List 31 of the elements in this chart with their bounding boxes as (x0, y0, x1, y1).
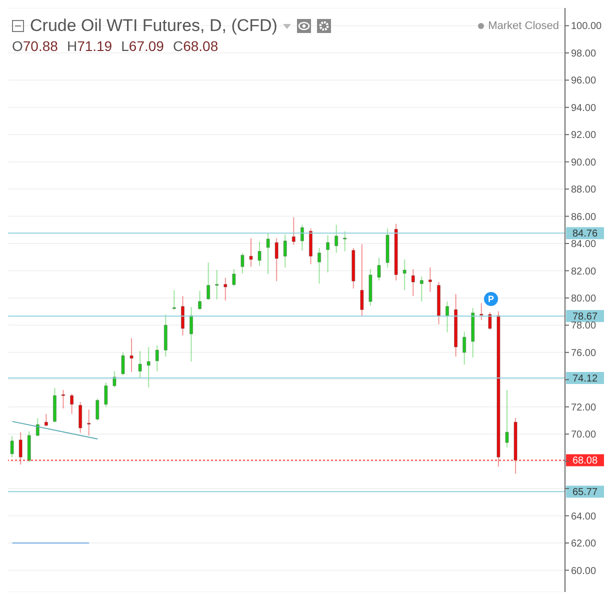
y-tick-label: 84.00 (571, 239, 596, 250)
ref-line-label: 78.67 (572, 312, 598, 323)
y-tick-label: 90.00 (571, 157, 596, 168)
ref-line-label: 65.77 (572, 487, 598, 498)
annotation: C68.08 (172, 38, 218, 54)
y-tick-label: 64.00 (571, 511, 596, 522)
ref-line-label: 74.12 (572, 374, 598, 385)
y-tick-label: 76.00 (571, 348, 596, 359)
y-tick-label: 78.00 (571, 320, 596, 332)
y-tick-label: 100.00 (571, 21, 602, 32)
annotation: O70.88 (12, 38, 58, 54)
ref-line-label: 68.08 (572, 456, 598, 467)
annotation: H71.19 (66, 38, 112, 54)
text: Crude Oil WTI Futures, D, (CFD) (30, 16, 278, 36)
y-tick-label: 92.00 (571, 130, 596, 142)
y-tick-label: 80.00 (571, 294, 596, 305)
circle-badge-icon: P (484, 292, 498, 306)
y-tick-label: 82.00 (571, 266, 596, 278)
y-tick-label: 60.00 (571, 566, 596, 577)
annotation: P (488, 294, 494, 304)
y-tick-label: 72.00 (571, 402, 596, 414)
annotation: Market Closed (488, 20, 559, 32)
y-tick-label: 70.00 (571, 430, 596, 441)
y-tick-label: 62.00 (571, 538, 596, 550)
annotation: L67.09 (121, 38, 164, 54)
ref-line-label: 84.76 (572, 228, 598, 240)
y-tick-label: 98.00 (571, 48, 596, 60)
y-tick-label: 94.00 (571, 102, 596, 114)
y-tick-label: 86.00 (571, 212, 596, 223)
y-tick-label: 96.00 (571, 76, 596, 87)
y-tick-label: 88.00 (571, 184, 596, 196)
